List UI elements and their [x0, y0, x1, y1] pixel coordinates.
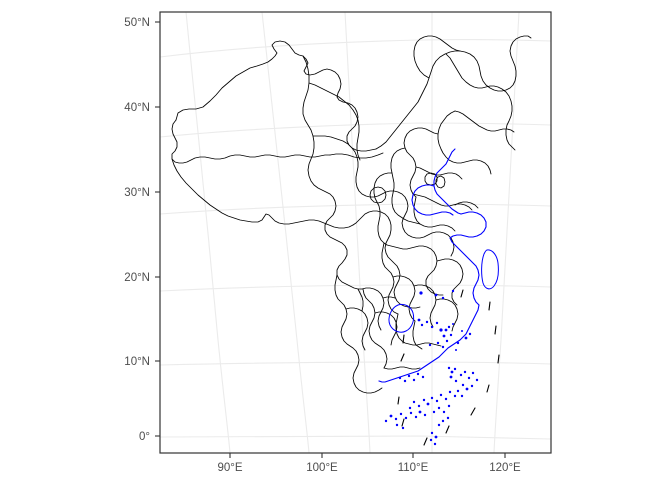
y-tick-label-10n: 10°N: [124, 356, 150, 368]
x-tick-label-110e: 110°E: [398, 462, 429, 474]
y-tick-label-30n: 30°N: [124, 187, 150, 199]
coastline: [378, 148, 487, 383]
x-tick-label-90e: 90°E: [217, 462, 242, 474]
province-boundaries: [171, 35, 532, 394]
south-china-sea-islands: [384, 289, 479, 446]
hainan-island: [388, 303, 415, 333]
x-axis: 90°E 100°E 110°E 120°E: [217, 453, 521, 474]
x-tick-label-120e: 120°E: [489, 462, 521, 474]
nine-dash-line: [397, 289, 500, 446]
y-tick-label-50n: 50°N: [124, 17, 150, 29]
taiwan-island: [481, 249, 499, 290]
panel-border: [159, 11, 552, 454]
y-tick-label-40n: 40°N: [124, 102, 150, 114]
x-tick-label-100e: 100°E: [306, 462, 338, 474]
y-axis: 50°N 40°N 30°N 20°N 10°N 0°: [124, 17, 160, 443]
y-tick-label-0: 0°: [139, 431, 150, 443]
graticule-longitude: [185, 11, 520, 454]
y-tick-label-20n: 20°N: [124, 272, 150, 284]
